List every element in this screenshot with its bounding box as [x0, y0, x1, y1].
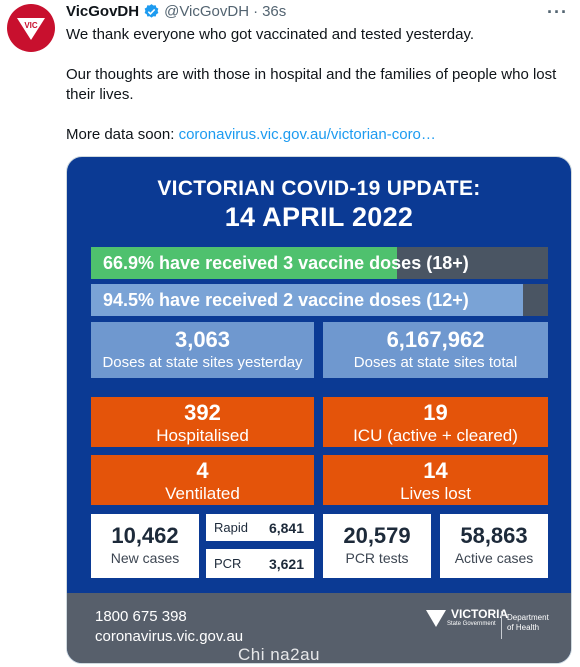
verified-badge-icon — [143, 3, 160, 20]
doses-yesterday-label: Doses at state sites yesterday — [102, 354, 303, 371]
vaccine-bar-3-doses: 66.9% have received 3 vaccine doses (18+… — [91, 247, 548, 279]
victoria-state-logo-icon: VICTORIA State Government — [425, 607, 508, 629]
new-cases-label: New cases — [110, 550, 180, 566]
pcr-tests-label: PCR tests — [345, 550, 409, 566]
watermark: Chi na2au — [238, 645, 321, 664]
vaccine-bar-2-doses-text: 94.5% have received 2 vaccine doses (12+… — [103, 290, 469, 310]
pcr-label: PCR — [214, 556, 242, 571]
new-cases-box: 10,462 New cases — [91, 514, 199, 578]
lives-lost-label: Lives lost — [400, 484, 471, 503]
new-cases-value: 10,462 — [111, 523, 179, 548]
vaccine-bar-3-doses-fill — [91, 247, 397, 279]
active-cases-value: 58,863 — [460, 523, 528, 548]
vaccine-bar-3-doses-text: 66.9% have received 3 vaccine doses (18+… — [103, 253, 469, 273]
victoria-triangle-icon — [426, 610, 446, 627]
department-label: Department of Health — [507, 613, 549, 633]
pcr-box: PCR 3,621 — [206, 549, 314, 578]
more-data-prefix: More data soon: — [66, 126, 179, 143]
active-cases-label: Active cases — [454, 550, 534, 566]
rapid-label: Rapid — [214, 520, 248, 535]
lives-lost-box: 14 Lives lost — [323, 455, 548, 505]
ventilated-value: 4 — [196, 458, 209, 483]
tweet-paragraph-1: We thank everyone who got vaccinated and… — [66, 26, 475, 43]
pcr-value: 3,621 — [268, 555, 304, 572]
tweet-paragraph-3: More data soon: coronavirus.vic.gov.au/v… — [66, 125, 571, 145]
hospitalised-label: Hospitalised — [156, 426, 249, 445]
tweet-header: VicGovDH @VicGovDH · 36s — [66, 3, 286, 20]
card-footer: 1800 675 398 coronavirus.vic.gov.au VICT… — [67, 593, 571, 663]
footer-website: coronavirus.vic.gov.au — [95, 628, 244, 645]
vaccine-bar-2-doses-fill — [91, 284, 523, 316]
footer-contact: 1800 675 398 coronavirus.vic.gov.au — [95, 607, 243, 647]
card-date: 14 APRIL 2022 — [224, 202, 414, 232]
active-cases-box: 58,863 Active cases — [440, 514, 548, 578]
vic-logo-icon: VIC — [17, 18, 45, 40]
pcr-tests-box: 20,579 PCR tests — [323, 514, 431, 578]
dept-line-2: of Health — [507, 623, 540, 632]
logo-subtext: State Government — [447, 621, 496, 627]
doses-yesterday-box: 3,063 Doses at state sites yesterday — [91, 322, 314, 378]
card-title: VICTORIAN COVID-19 UPDATE: — [157, 177, 481, 200]
pcr-tests-value: 20,579 — [343, 523, 411, 548]
dept-line-1: Department — [507, 613, 549, 622]
rapid-box: Rapid 6,841 — [206, 514, 314, 541]
vaccine-bar-2-doses: 94.5% have received 2 vaccine doses (12+… — [91, 284, 548, 316]
footer-phone: 1800 675 398 — [95, 608, 187, 625]
timestamp[interactable]: 36s — [262, 3, 287, 20]
doses-total-label: Doses at state sites total — [353, 354, 518, 371]
svg-text:VIC: VIC — [24, 21, 38, 30]
doses-yesterday-value: 3,063 — [174, 327, 231, 352]
doses-total-box: 6,167,962 Doses at state sites total — [323, 322, 548, 378]
tweet-text: We thank everyone who got vaccinated and… — [66, 25, 571, 165]
doses-total-value: 6,167,962 — [386, 327, 485, 352]
user-handle[interactable]: @VicGovDH — [164, 3, 250, 20]
icu-value: 19 — [423, 400, 448, 425]
separator-dot: · — [253, 3, 259, 20]
tweet-paragraph-2: Our thoughts are with those in hospital … — [66, 66, 557, 103]
tweet-link[interactable]: coronavirus.vic.gov.au/victorian-coro… — [178, 126, 436, 143]
logo-text: VICTORIA — [451, 607, 509, 621]
avatar[interactable]: VIC — [7, 4, 55, 52]
logo-divider — [501, 611, 502, 639]
hospitalised-box: 392 Hospitalised — [91, 397, 314, 447]
display-name[interactable]: VicGovDH — [66, 3, 140, 20]
icu-label: ICU (active + cleared) — [353, 426, 518, 445]
ventilated-label: Ventilated — [165, 484, 240, 503]
covid-update-image[interactable]: VICTORIAN COVID-19 UPDATE: 14 APRIL 2022… — [66, 156, 572, 664]
hospitalised-value: 392 — [184, 400, 221, 425]
more-options-icon[interactable]: ··· — [547, 2, 568, 22]
rapid-value: 6,841 — [268, 519, 304, 536]
ventilated-box: 4 Ventilated — [91, 455, 314, 505]
icu-box: 19 ICU (active + cleared) — [323, 397, 548, 447]
lives-lost-value: 14 — [423, 458, 448, 483]
